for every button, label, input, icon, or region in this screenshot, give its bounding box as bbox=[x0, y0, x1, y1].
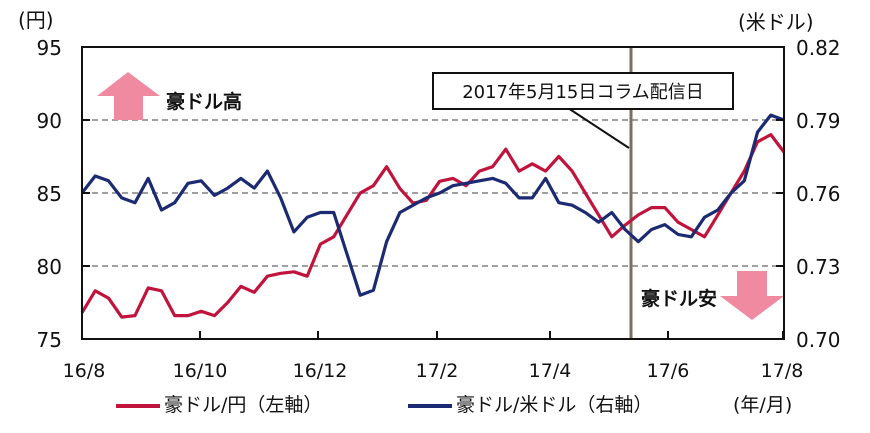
x-tick-label: 16/8 bbox=[62, 360, 106, 382]
x-tick-label: 16/10 bbox=[172, 360, 228, 382]
aud-strong-label: 豪ドル高 bbox=[166, 91, 243, 113]
up-arrow-icon bbox=[97, 72, 160, 120]
callout-text: 2017年5月15日コラム配信日 bbox=[462, 82, 704, 103]
series-aud-jpy bbox=[80, 133, 786, 319]
x-tick-label: 16/12 bbox=[292, 360, 348, 382]
legend-item-aud-usd: 豪ドル/米ドル（右軸） bbox=[408, 396, 652, 415]
x-axis-unit: (年/月) bbox=[733, 394, 793, 416]
y-right-unit: (米ドル) bbox=[738, 10, 814, 34]
callout-leader bbox=[567, 107, 630, 149]
series-aud-usd bbox=[80, 113, 785, 297]
x-tick-label: 17/4 bbox=[528, 360, 572, 382]
legend-label: 豪ドル/米ドル（右軸） bbox=[456, 394, 653, 416]
y-right-tick: 0.70 bbox=[796, 328, 841, 352]
callout-box: 2017年5月15日コラム配信日 bbox=[432, 72, 734, 110]
x-tick-label: 17/8 bbox=[760, 360, 804, 382]
aud-weak-label: 豪ドル安 bbox=[641, 288, 718, 310]
down-arrow-icon bbox=[720, 271, 784, 320]
x-axis-ticks bbox=[81, 331, 784, 339]
x-tick-label: 17/6 bbox=[646, 360, 690, 382]
y-right-tick: 0.76 bbox=[796, 182, 841, 206]
y-left-tick: 75 bbox=[36, 328, 62, 352]
y-right-tick: 0.73 bbox=[796, 255, 841, 279]
y-right-tick: 0.79 bbox=[796, 109, 841, 133]
x-tick-label: 17/2 bbox=[415, 360, 459, 382]
y-left-unit: (円) bbox=[18, 8, 54, 32]
legend-swatch-blue bbox=[408, 403, 452, 408]
y-left-tick: 85 bbox=[36, 182, 62, 206]
legend-swatch-red bbox=[116, 403, 160, 408]
y-left-tick: 95 bbox=[36, 36, 62, 60]
y-axis-ticks bbox=[82, 46, 784, 340]
y-left-tick: 80 bbox=[36, 255, 62, 279]
y-left-tick: 90 bbox=[36, 109, 62, 133]
legend-item-aud-jpy: 豪ドル/円（左軸） bbox=[116, 396, 322, 415]
y-right-tick: 0.82 bbox=[796, 36, 841, 60]
legend-label: 豪ドル/円（左軸） bbox=[164, 394, 323, 416]
